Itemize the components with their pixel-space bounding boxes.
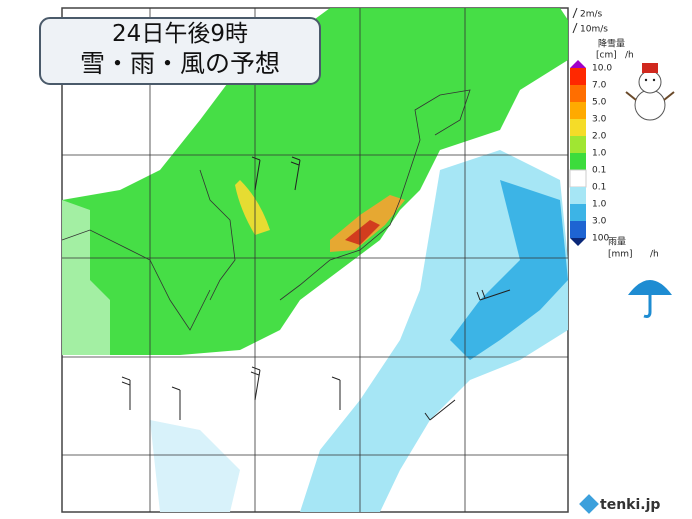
wind-short: 2m/s [580, 10, 603, 20]
map [61, 7, 569, 513]
legend-level: 0.1 [592, 183, 606, 193]
time-label: 24日午後9時 [112, 21, 248, 47]
snowman-icon [625, 63, 675, 121]
rain-per: /h [650, 250, 659, 260]
legend-level: 100 [592, 234, 609, 244]
legend-level: 3.0 [592, 217, 607, 227]
legend-level: 3.0 [592, 115, 607, 125]
rain-label: 雨量 [608, 237, 626, 248]
legend-level: 0.1 [592, 166, 606, 176]
legend-level: 1.0 [592, 200, 607, 210]
brand: tenki.jp [600, 497, 660, 513]
brand-logo [579, 494, 599, 514]
legend-level: 1.0 [592, 149, 607, 159]
legend-level: 5.0 [592, 98, 607, 108]
title: 雪・雨・風の予想 [80, 49, 280, 78]
wind-long: 10m/s [580, 25, 608, 35]
rain-unit: [mm] [608, 250, 633, 260]
legend-level: 7.0 [592, 81, 607, 91]
title-box [39, 17, 321, 85]
legend-level: 2.0 [592, 132, 607, 142]
snow-label: 降雪量 [598, 38, 625, 50]
umbrella-icon [628, 280, 672, 318]
legend: 2m/s 10m/s 降雪量 [cm] /h 10.0 7.0 5.0 3.0 2.0 1… [569, 7, 659, 260]
snow-per: /h [625, 51, 634, 61]
snow-unit: [cm] [596, 51, 617, 61]
legend-level: 10.0 [592, 64, 612, 74]
